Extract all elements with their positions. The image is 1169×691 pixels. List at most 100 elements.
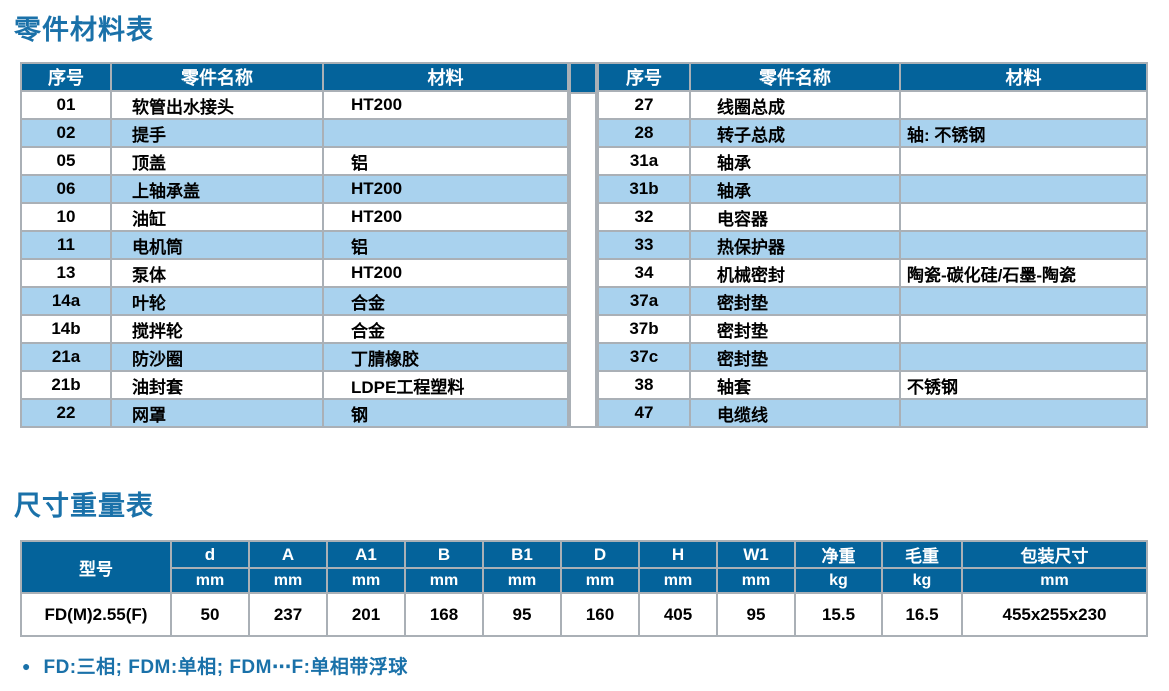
table-row: 37a 密封垫 bbox=[597, 286, 1148, 316]
cell-name: 轴承 bbox=[689, 146, 901, 176]
cell-no: 21b bbox=[20, 370, 112, 400]
cell-material: 丁腈橡胶 bbox=[322, 342, 569, 372]
value-cell: 201 bbox=[326, 592, 406, 637]
cell-no: 05 bbox=[20, 146, 112, 176]
cell-name: 密封垫 bbox=[689, 286, 901, 316]
cell-no: 34 bbox=[597, 258, 691, 288]
cell-name: 转子总成 bbox=[689, 118, 901, 148]
footnote: ● FD:三相; FDM:单相; FDM⋯F:单相带浮球 bbox=[22, 652, 408, 679]
cell-no: 32 bbox=[597, 202, 691, 232]
value-cell: 15.5 bbox=[794, 592, 883, 637]
cell-no: 31a bbox=[597, 146, 691, 176]
cell-no: 21a bbox=[20, 342, 112, 372]
bullet-icon: ● bbox=[22, 657, 31, 674]
cell-material: 铝 bbox=[322, 230, 569, 260]
cell-no: 11 bbox=[20, 230, 112, 260]
header-name: 零件名称 bbox=[110, 62, 324, 92]
cell-no: 14b bbox=[20, 314, 112, 344]
cell-name: 泵体 bbox=[110, 258, 324, 288]
cell-no: 47 bbox=[597, 398, 691, 428]
cell-name: 电容器 bbox=[689, 202, 901, 232]
cell-material: 不锈钢 bbox=[899, 370, 1148, 400]
cell-no: 33 bbox=[597, 230, 691, 260]
cell-name: 电缆线 bbox=[689, 398, 901, 428]
spacer-column bbox=[569, 62, 597, 428]
table-row: 37b 密封垫 bbox=[597, 314, 1148, 344]
cell-no: 06 bbox=[20, 174, 112, 204]
parts-table-right: 序号 零件名称 材料 27 线圈总成 28 转子总成 轴: 不锈钢 31a 轴承 bbox=[597, 62, 1148, 428]
header-material: 材料 bbox=[899, 62, 1148, 92]
table-row: 06 上轴承盖 HT200 bbox=[20, 174, 569, 204]
cell-material bbox=[322, 118, 569, 148]
cell-material bbox=[899, 230, 1148, 260]
column-header-cell: W1 bbox=[716, 540, 796, 569]
table-row: 21b 油封套 LDPE工程塑料 bbox=[20, 370, 569, 400]
column-header-cell: 包装尺寸 bbox=[961, 540, 1148, 569]
model-cell: FD(M)2.55(F) bbox=[20, 592, 172, 637]
value-cell: 455x255x230 bbox=[961, 592, 1148, 637]
parts-left-header-row: 序号 零件名称 材料 bbox=[20, 62, 569, 92]
table-row: 34 机械密封 陶瓷-碳化硅/石墨-陶瓷 bbox=[597, 258, 1148, 288]
cell-no: 14a bbox=[20, 286, 112, 316]
unit-header-cell: mm bbox=[961, 567, 1148, 594]
dims-header-units-row: mm mm mm mm mm mm mm mm kg kg mm bbox=[21, 567, 1148, 594]
cell-no: 37c bbox=[597, 342, 691, 372]
table-row: 14a 叶轮 合金 bbox=[20, 286, 569, 316]
unit-header-cell: kg bbox=[881, 567, 963, 594]
cell-no: 37a bbox=[597, 286, 691, 316]
value-cell: 50 bbox=[170, 592, 250, 637]
table-row: 31b 轴承 bbox=[597, 174, 1148, 204]
model-header-cell: 型号 bbox=[20, 540, 172, 594]
table-row: 28 转子总成 轴: 不锈钢 bbox=[597, 118, 1148, 148]
unit-header-cell: mm bbox=[560, 567, 640, 594]
cell-name: 密封垫 bbox=[689, 342, 901, 372]
cell-name: 电机筒 bbox=[110, 230, 324, 260]
parts-table-title: 零件材料表 bbox=[14, 15, 154, 45]
cell-material: 轴: 不锈钢 bbox=[899, 118, 1148, 148]
cell-name: 热保护器 bbox=[689, 230, 901, 260]
cell-name: 上轴承盖 bbox=[110, 174, 324, 204]
table-row: 38 轴套 不锈钢 bbox=[597, 370, 1148, 400]
cell-material bbox=[899, 314, 1148, 344]
value-cell: 16.5 bbox=[881, 592, 963, 637]
unit-header-cell: mm bbox=[482, 567, 562, 594]
cell-material: HT200 bbox=[322, 202, 569, 232]
cell-no: 22 bbox=[20, 398, 112, 428]
table-row: 33 热保护器 bbox=[597, 230, 1148, 260]
column-header-cell: B1 bbox=[482, 540, 562, 569]
cell-material: 陶瓷-碳化硅/石墨-陶瓷 bbox=[899, 258, 1148, 288]
cell-name: 机械密封 bbox=[689, 258, 901, 288]
unit-header-cell: mm bbox=[248, 567, 328, 594]
table-row: 21a 防沙圈 丁腈橡胶 bbox=[20, 342, 569, 372]
parts-right-header-row: 序号 零件名称 材料 bbox=[597, 62, 1148, 92]
cell-name: 油缸 bbox=[110, 202, 324, 232]
table-row: 32 电容器 bbox=[597, 202, 1148, 232]
parts-table-left: 序号 零件名称 材料 01 软管出水接头 HT200 02 提手 05 顶盖 bbox=[20, 62, 569, 428]
table-row: 01 软管出水接头 HT200 bbox=[20, 90, 569, 120]
table-row: 10 油缸 HT200 bbox=[20, 202, 569, 232]
table-row: 05 顶盖 铝 bbox=[20, 146, 569, 176]
unit-header-cell: mm bbox=[404, 567, 484, 594]
table-row: 22 网罩 钢 bbox=[20, 398, 569, 428]
cell-no: 38 bbox=[597, 370, 691, 400]
cell-no: 31b bbox=[597, 174, 691, 204]
value-cell: 160 bbox=[560, 592, 640, 637]
cell-no: 01 bbox=[20, 90, 112, 120]
table-row: 27 线圈总成 bbox=[597, 90, 1148, 120]
cell-material: HT200 bbox=[322, 174, 569, 204]
cell-material bbox=[899, 90, 1148, 120]
cell-name: 油封套 bbox=[110, 370, 324, 400]
table-row: 37c 密封垫 bbox=[597, 342, 1148, 372]
header-name: 零件名称 bbox=[689, 62, 901, 92]
unit-header-cell: mm bbox=[716, 567, 796, 594]
cell-name: 顶盖 bbox=[110, 146, 324, 176]
cell-no: 02 bbox=[20, 118, 112, 148]
table-row: 47 电缆线 bbox=[597, 398, 1148, 428]
value-cell: 168 bbox=[404, 592, 484, 637]
cell-name: 轴承 bbox=[689, 174, 901, 204]
dims-data-row: FD(M)2.55(F) 50 237 201 168 95 160 405 95 15.5 16… bbox=[20, 592, 1148, 637]
cell-name: 提手 bbox=[110, 118, 324, 148]
cell-material: 铝 bbox=[322, 146, 569, 176]
column-header-cell: d bbox=[170, 540, 250, 569]
